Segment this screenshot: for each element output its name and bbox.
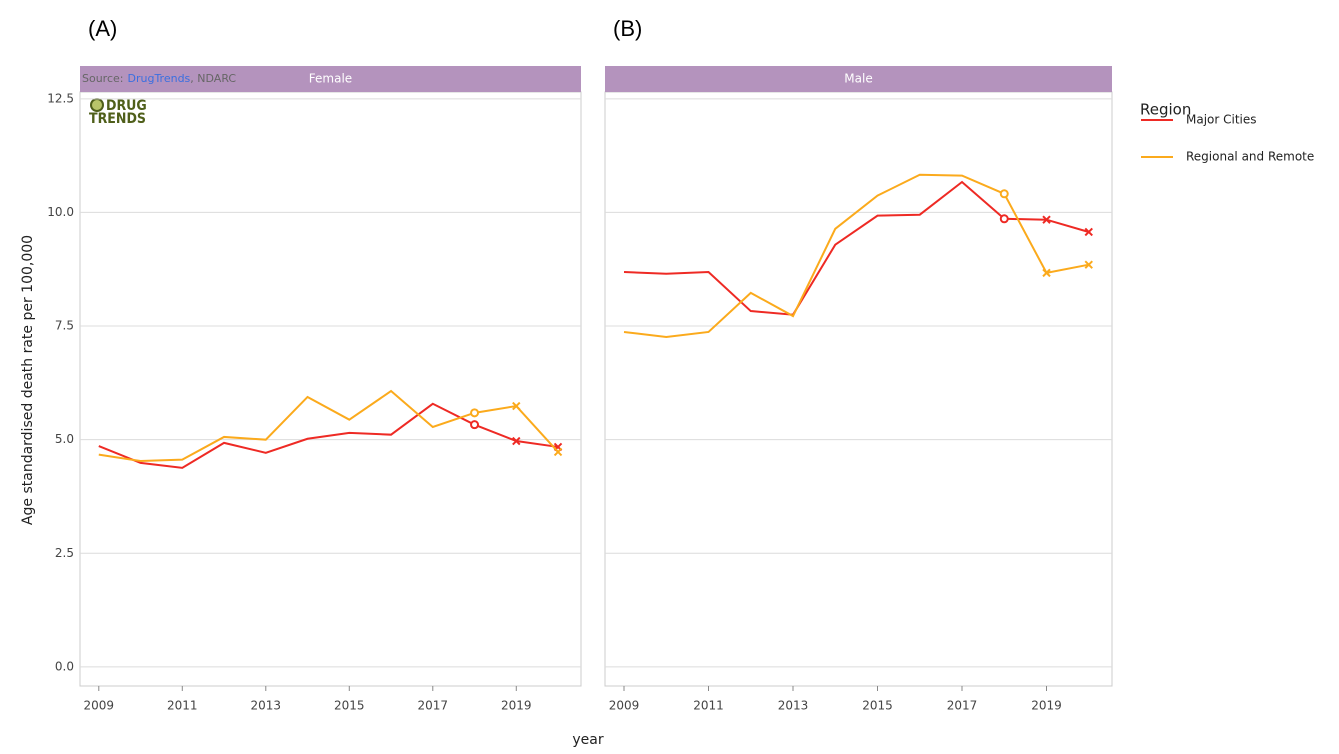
y-tick-label: 0.0 <box>55 659 74 673</box>
x-tick-label: 2013 <box>251 699 282 713</box>
source-text: , NDARC <box>190 72 236 85</box>
x-tick-label: 2011 <box>167 699 198 713</box>
series-line <box>98 389 559 463</box>
source-note: Source: DrugTrends, NDARC <box>82 72 236 85</box>
x-axis-label: year <box>572 732 603 748</box>
x-tick-label: 2017 <box>947 699 978 713</box>
panel-background <box>79 91 582 687</box>
point-marker <box>512 436 521 446</box>
x-tick-label: 2015 <box>334 699 365 713</box>
panel-label: (A) <box>88 16 117 41</box>
x-tick-label: 2011 <box>693 699 724 713</box>
x-tick-label: 2019 <box>1031 699 1062 713</box>
legend-title: Region <box>1140 101 1191 119</box>
x-tick-label: 2019 <box>501 699 532 713</box>
facet-title: Male <box>844 72 872 86</box>
y-tick-label: 5.0 <box>55 432 74 446</box>
facet-title: Female <box>309 72 352 86</box>
point-marker <box>999 214 1009 224</box>
x-tick-label: 2015 <box>862 699 893 713</box>
x-tick-label: 2009 <box>609 699 640 713</box>
point-marker <box>1042 215 1051 224</box>
series-line <box>623 173 1089 338</box>
series-line <box>623 180 1090 316</box>
y-tick-label: 2.5 <box>55 546 74 560</box>
panel-label: (B) <box>613 16 642 41</box>
point-marker <box>999 189 1009 199</box>
logo-text: DRUG <box>106 98 147 114</box>
source-text: Source: <box>82 72 124 85</box>
x-tick-label: 2009 <box>84 699 115 713</box>
series-line <box>98 402 559 469</box>
x-tick-label: 2013 <box>778 699 809 713</box>
y-tick-label: 12.5 <box>47 91 74 105</box>
point-marker <box>512 401 521 411</box>
point-marker <box>1042 268 1051 278</box>
facet-strip <box>605 66 1112 92</box>
point-marker <box>1084 260 1093 269</box>
facet-strip <box>80 66 581 92</box>
logo-text: TRENDS <box>89 111 146 127</box>
x-tick-label: 2017 <box>418 699 449 713</box>
point-marker <box>470 420 480 430</box>
y-tick-label: 10.0 <box>47 205 74 219</box>
legend-label: Major Cities <box>1186 113 1257 127</box>
legend-label: Regional and Remote <box>1186 150 1314 164</box>
logo-icon <box>90 98 104 112</box>
point-marker <box>1084 227 1093 237</box>
source-link: DrugTrends <box>128 72 191 85</box>
point-marker <box>470 408 480 418</box>
y-tick-label: 7.5 <box>55 319 74 333</box>
point-marker <box>553 447 563 457</box>
panel-background <box>604 91 1113 687</box>
y-axis-label: Age standardised death rate per 100,000 <box>20 235 36 525</box>
